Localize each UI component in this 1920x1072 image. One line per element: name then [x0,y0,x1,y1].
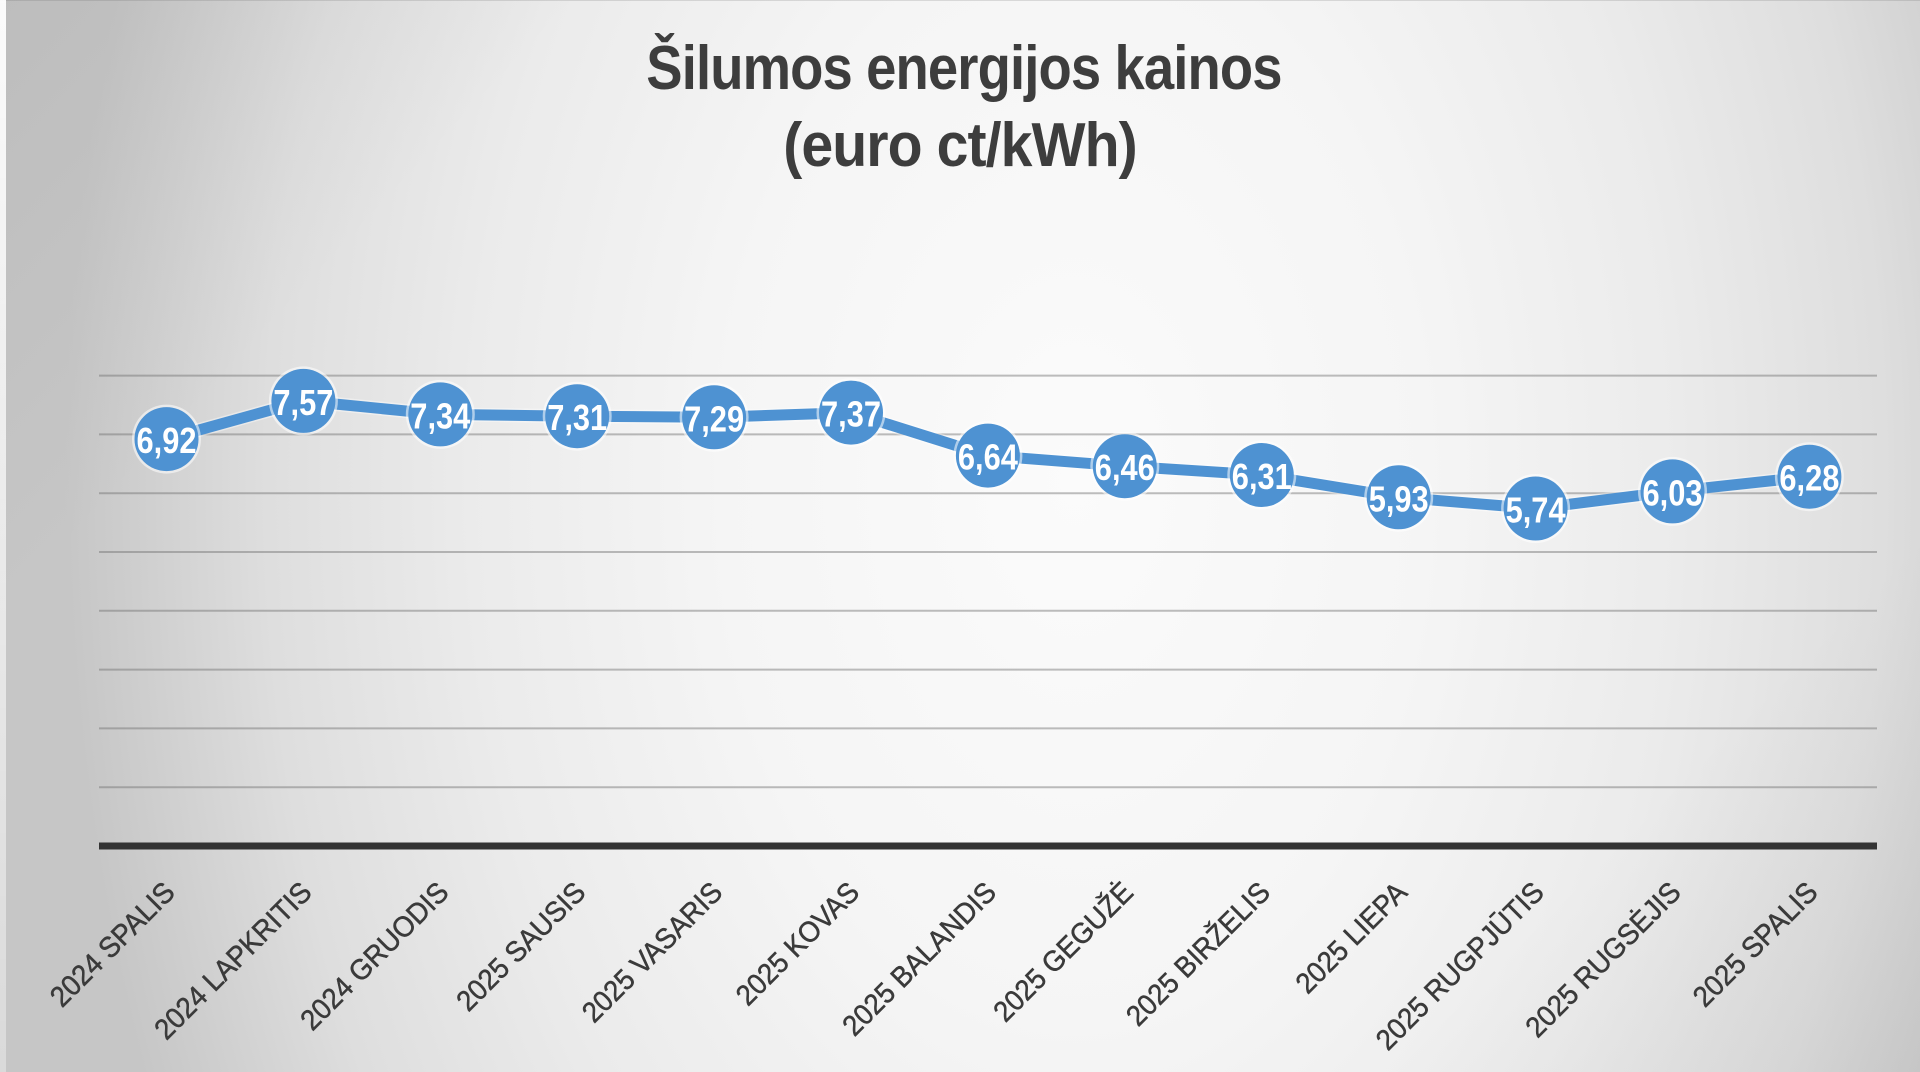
svg-text:6,28: 6,28 [1779,458,1839,499]
svg-text:7,34: 7,34 [410,395,470,436]
svg-text:6,03: 6,03 [1643,472,1703,513]
svg-text:6,46: 6,46 [1095,447,1155,488]
svg-text:5,74: 5,74 [1506,490,1566,531]
svg-text:7,29: 7,29 [684,398,744,439]
svg-text:2025 VASARIS: 2025 VASARIS [576,876,729,1029]
svg-text:2025 SAUSIS: 2025 SAUSIS [451,876,592,1017]
svg-text:6,64: 6,64 [958,437,1018,478]
svg-text:2025 LIEPA: 2025 LIEPA [1290,876,1414,1000]
svg-text:6,92: 6,92 [137,420,197,461]
svg-text:2025 KOVAS: 2025 KOVAS [730,876,866,1012]
svg-text:7,31: 7,31 [547,397,607,438]
svg-text:7,57: 7,57 [273,382,333,423]
svg-text:5,93: 5,93 [1369,478,1429,519]
svg-text:2024 GRUODIS: 2024 GRUODIS [295,876,456,1037]
svg-text:2025 GEGUŽĖ: 2025 GEGUŽĖ [987,876,1140,1029]
svg-text:2025 BIRŽELIS: 2025 BIRŽELIS [1120,876,1277,1033]
svg-text:2025 SPALIS: 2025 SPALIS [1687,876,1824,1013]
svg-text:6,31: 6,31 [1232,456,1292,497]
svg-text:2024 SPALIS: 2024 SPALIS [44,876,181,1013]
svg-text:7,37: 7,37 [821,394,881,435]
